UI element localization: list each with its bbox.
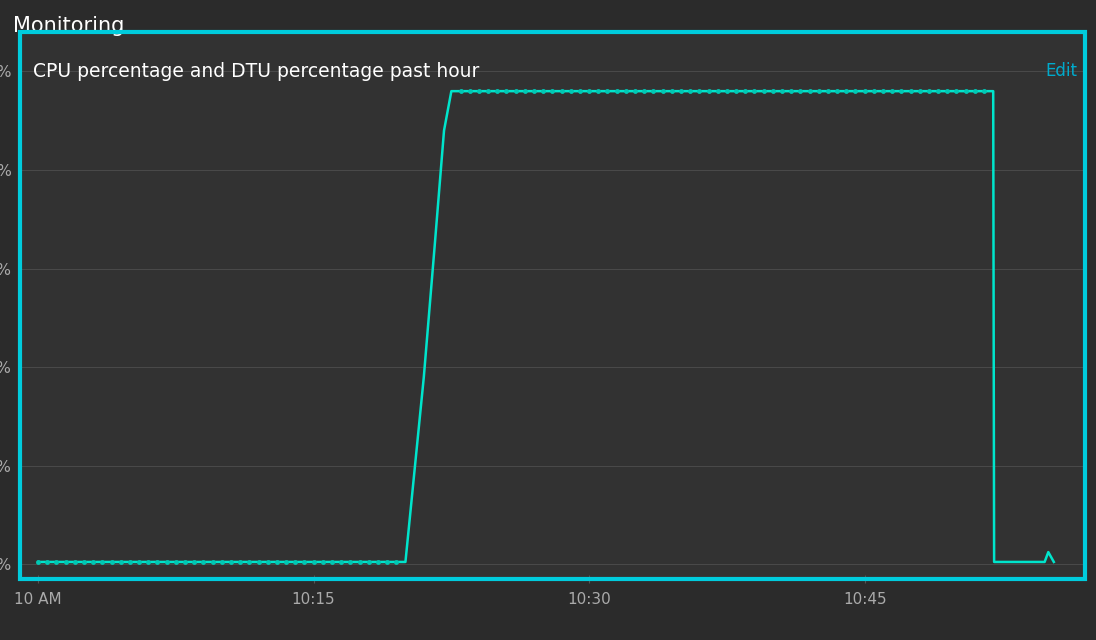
Text: CPU percentage and DTU percentage past hour: CPU percentage and DTU percentage past h… <box>33 62 479 81</box>
Text: Edit: Edit <box>1046 62 1077 80</box>
Text: Monitoring: Monitoring <box>13 16 125 36</box>
